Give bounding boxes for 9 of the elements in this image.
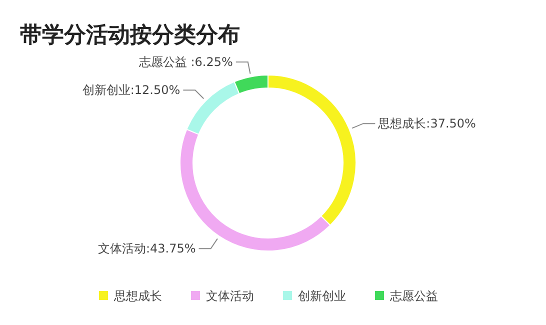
legend-label: 志愿公益 <box>390 289 438 303</box>
data-label: 文体活动:43.75% <box>98 242 196 256</box>
legend-label: 思想成长 <box>113 289 162 303</box>
data-label: 思想成长:37.50% <box>377 116 476 131</box>
legend-label: 文体活动 <box>206 289 254 303</box>
legend-label: 创新创业 <box>298 289 346 303</box>
data-label: 创新创业:12.50% <box>82 83 180 98</box>
data-label: 志愿公益 :6.25% <box>138 54 233 69</box>
chart-title: 带学分活动按分类分布 <box>20 23 240 48</box>
